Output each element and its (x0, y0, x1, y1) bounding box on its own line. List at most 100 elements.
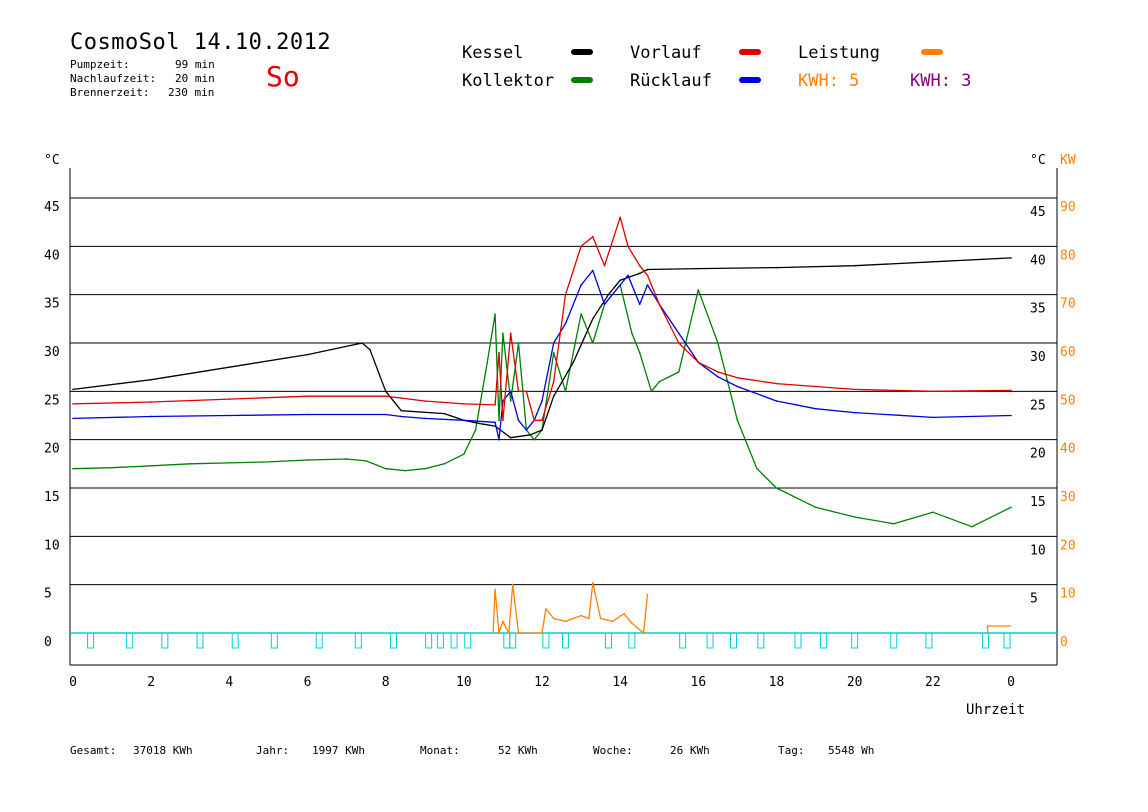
series-point (677, 371, 680, 373)
y-tick-left: 10 (44, 538, 60, 553)
series-point (1010, 414, 1012, 417)
series-point (267, 461, 270, 463)
series-point (932, 416, 934, 419)
series-point (541, 400, 543, 402)
series-point (627, 245, 629, 248)
series-point (572, 361, 575, 364)
pump-pulse-9 (425, 632, 433, 649)
series-point (507, 632, 510, 634)
footer-jahr-value: 1997 KWh (312, 744, 365, 757)
series-point (697, 361, 700, 364)
series-point (494, 313, 496, 315)
pump-pulse-1 (126, 632, 134, 649)
series-point (853, 411, 856, 414)
series-point (228, 398, 231, 400)
series-point (552, 395, 555, 397)
y-tick-kw: 60 (1060, 345, 1076, 360)
pump-pulse-20 (706, 632, 714, 649)
y-tick-left: 0 (44, 635, 52, 650)
series-point (892, 389, 895, 392)
series-point (533, 438, 535, 441)
footer-tag-value: 5548 Wh (828, 744, 875, 757)
y-tick-left: 15 (44, 490, 60, 505)
series-point (646, 274, 649, 277)
stat-brennerzeit-label: Brennerzeit: (70, 86, 150, 99)
y-tick-kw: 50 (1060, 393, 1076, 408)
y-tick-right: 30 (1030, 350, 1046, 365)
pump-pulse-16 (561, 632, 569, 649)
series-point (443, 463, 446, 465)
pump-pulse-29 (1003, 632, 1011, 649)
series-point (658, 380, 661, 383)
leistung-end-marker (986, 625, 1011, 633)
series-point (736, 385, 739, 388)
y-axis-label-kw: KW (1060, 153, 1076, 168)
series-point (642, 632, 645, 634)
series-point (603, 303, 606, 306)
series-point (150, 415, 152, 418)
pump-pulse-25 (851, 632, 859, 649)
series-point (384, 467, 387, 470)
series-point (150, 464, 152, 467)
y-tick-left: 20 (44, 442, 60, 457)
series-point (736, 419, 739, 422)
series-point (525, 429, 528, 431)
series-point (525, 632, 528, 634)
pump-pulse-5 (270, 632, 278, 649)
series-point (306, 459, 309, 461)
series-point (932, 261, 934, 263)
series-point (541, 632, 543, 634)
series-point (545, 608, 547, 610)
series-point (189, 463, 192, 465)
x-tick: 2 (147, 675, 155, 690)
series-point (369, 348, 371, 351)
series-point (541, 429, 543, 431)
series-point (580, 245, 582, 248)
series-point (638, 303, 641, 306)
series-point (814, 506, 817, 509)
chart-title: CosmoSol 14.10.2012 (70, 30, 332, 55)
pump-pulse-3 (196, 632, 204, 649)
legend-leistung: Leistung (798, 43, 880, 63)
pump-pulse-0 (87, 632, 95, 649)
series-point (463, 453, 465, 455)
series-point (638, 351, 641, 354)
y-axis-label-left: °C (44, 153, 60, 168)
footer-woche-label: Woche: (593, 744, 633, 757)
pump-pulse-12 (464, 632, 472, 649)
series-point (502, 332, 504, 335)
series-point (306, 413, 309, 416)
x-tick: 0 (1007, 675, 1015, 690)
series-point (552, 617, 555, 620)
series-point (517, 390, 520, 393)
y-tick-kw: 40 (1060, 442, 1076, 457)
series-point (853, 388, 856, 391)
series-point (494, 404, 496, 406)
legend-kollektor: Kollektor (462, 71, 555, 91)
series-point (494, 588, 496, 591)
series-point (619, 284, 621, 286)
series-point (717, 376, 719, 378)
series-point (677, 342, 680, 344)
series-point (384, 390, 387, 393)
legend-kwh-purple: KWH: 3 (910, 71, 972, 91)
x-tick: 10 (456, 675, 472, 690)
series-point (517, 632, 520, 634)
y-tick-kw: 10 (1060, 587, 1076, 602)
y-tick-left: 45 (44, 200, 60, 215)
series-point (404, 469, 407, 472)
x-tick: 8 (382, 675, 390, 690)
stat-pumpzeit-label: Pumpzeit: (70, 58, 130, 71)
stat-pumpzeit-value: 99 min (175, 58, 215, 71)
series-point (498, 438, 500, 441)
series-point (486, 361, 489, 364)
series-point (552, 380, 555, 383)
series-point (552, 351, 555, 354)
series-point (603, 264, 606, 267)
series-point (717, 342, 719, 344)
series-point (932, 390, 934, 393)
y-tick-kw: 0 (1060, 635, 1068, 650)
pump-pulse-23 (794, 632, 802, 649)
y-tick-right: 15 (1030, 495, 1046, 510)
pump-pulse-28 (982, 632, 990, 649)
